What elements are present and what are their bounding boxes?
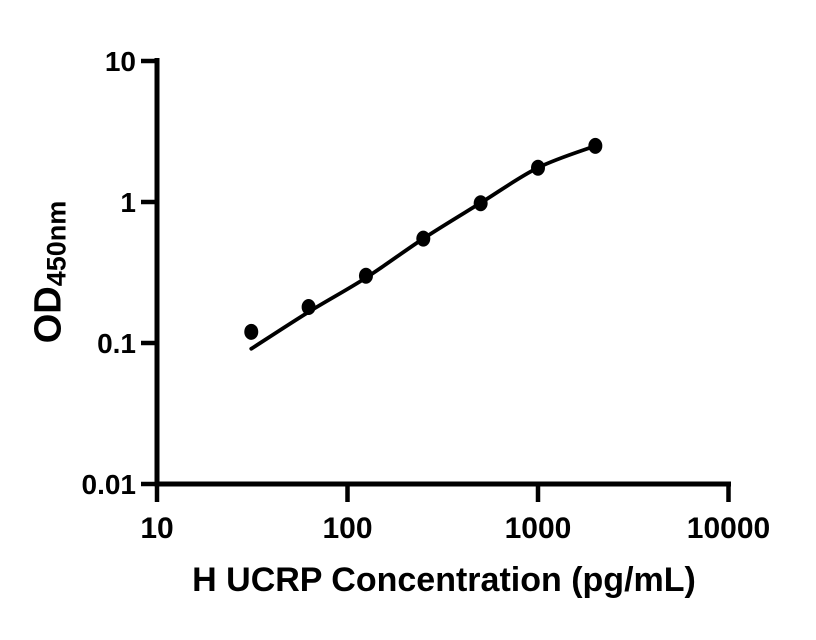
- x-axis-title: H UCRP Concentration (pg/mL): [192, 561, 696, 599]
- x-tick-label: 10000: [687, 512, 770, 545]
- y-tick-label: 0.01: [82, 469, 137, 500]
- data-point: [244, 323, 259, 340]
- x-tick-label: 10: [140, 512, 173, 545]
- x-tick-label: 100: [322, 512, 372, 545]
- data-point: [531, 159, 545, 176]
- y-tick-label: 10: [105, 46, 136, 77]
- y-axis-title-main: OD: [27, 286, 70, 344]
- fit-curve-line: [249, 143, 598, 351]
- y-axis-title: OD450nm: [27, 200, 72, 344]
- axes-spine: [154, 58, 731, 487]
- data-point: [358, 267, 373, 284]
- y-tick-label: 0.1: [97, 328, 136, 359]
- data-point: [588, 137, 603, 154]
- data-point: [473, 195, 488, 212]
- y-axis-title-subscript: 450nm: [41, 200, 72, 287]
- y-tick-label: 1: [120, 187, 136, 218]
- x-tick-label: 1000: [505, 512, 572, 545]
- data-point: [416, 230, 431, 247]
- data-point: [301, 299, 316, 316]
